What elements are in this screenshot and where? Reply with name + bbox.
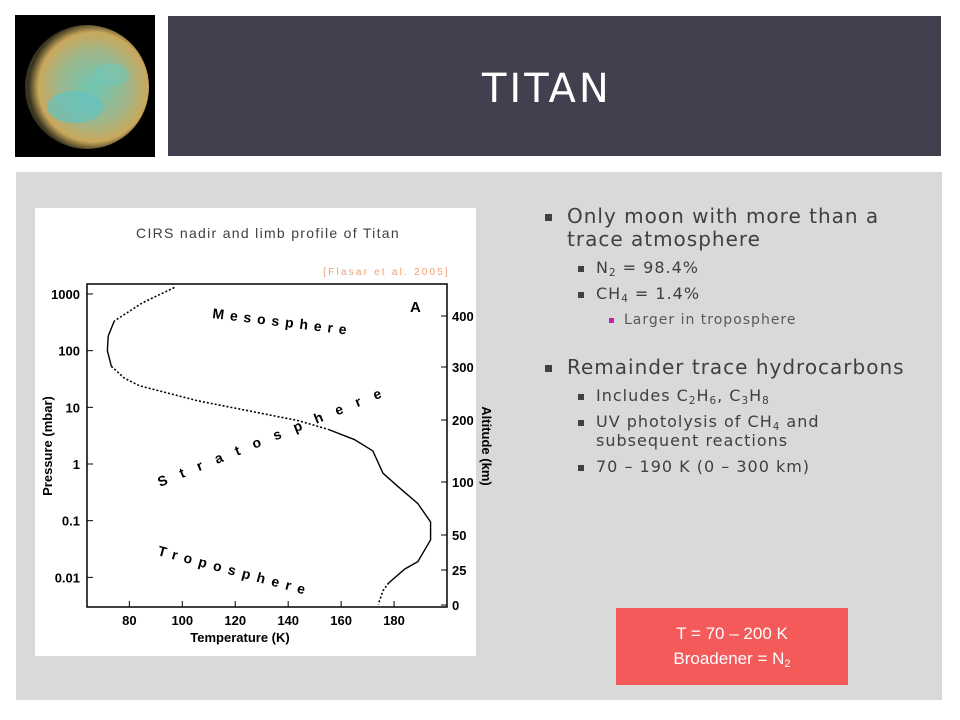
bullet: 70 – 190 K (0 – 300 km) (545, 457, 920, 477)
y2-axis-label: Altitude (km) (479, 406, 494, 485)
text-run: 70 – 190 K (0 – 300 km) (596, 457, 811, 477)
profile-curve (110, 365, 329, 431)
citation: [Flasar et al. 2005] (323, 267, 450, 278)
y2-tick-label: 300 (452, 360, 474, 375)
y2-tick-label: 400 (452, 309, 474, 324)
text-run: H (749, 385, 763, 405)
box-line: T = 70 – 200 K (616, 622, 848, 647)
bullet: Larger in troposphere (545, 312, 920, 328)
bullet-marker (578, 292, 584, 299)
bullet-marker (578, 420, 584, 427)
y-tick-label: 100 (58, 344, 80, 359)
bullet-marker (545, 364, 552, 372)
figure-title: CIRS nadir and limb profile of Titan (136, 225, 400, 241)
y-tick-label: 0.01 (55, 570, 80, 585)
subscript: 2 (784, 657, 791, 670)
profile-curve (377, 582, 390, 605)
text-run: T = 70 – 200 K (676, 623, 788, 643)
y2-tick-label: 0 (452, 598, 459, 613)
text-run: and subsequent reactions (596, 412, 820, 450)
plot-frame (86, 283, 448, 608)
profile-curve (113, 286, 175, 322)
subscript: 6 (709, 394, 718, 407)
panel-label: A (410, 299, 421, 316)
x-tick-label: 100 (171, 613, 193, 628)
bullet: CH4 = 1.4% (545, 284, 920, 306)
bullet-marker (578, 266, 584, 272)
subscript: 2 (608, 267, 617, 279)
profile-curve (106, 320, 115, 367)
bullet-list: Only moon with more than a trace atmosph… (545, 203, 920, 476)
subscript: 4 (772, 421, 781, 434)
subscript: 4 (621, 293, 629, 306)
y-tick-label: 10 (66, 400, 80, 415)
text-run: Larger in troposphere (624, 311, 797, 328)
y2-tick-label: 50 (452, 528, 466, 543)
subscript: 8 (762, 394, 770, 407)
subscript: 2 (688, 394, 697, 407)
title-bar (168, 16, 941, 156)
box-line: Broadener = N2 (616, 647, 848, 672)
profile-curve (327, 428, 432, 584)
titan-image (15, 15, 155, 157)
text-run: Includes C (596, 385, 689, 405)
subscript: 3 (741, 394, 750, 407)
bullet-marker (545, 214, 552, 221)
y-tick-label: 1000 (51, 287, 80, 302)
text-run: , C (717, 385, 742, 405)
slide-title: TITAN (482, 66, 612, 112)
bullet: Remainder trace hydrocarbons (545, 354, 920, 379)
highlight-box: T = 70 – 200 K Broadener = N2 (616, 608, 848, 685)
text-run: = 1.4% (628, 284, 701, 304)
text-run: CH (596, 284, 622, 304)
y2-tick-label: 100 (452, 475, 474, 490)
y-tick-label: 0.1 (62, 514, 80, 529)
text-run: N (596, 258, 609, 277)
bullet: N2 = 98.4% (545, 258, 920, 279)
x-axis-label: Temperature (K) (190, 630, 289, 645)
x-tick-label: 80 (122, 613, 136, 628)
text-run: Remainder trace hydrocarbons (567, 354, 905, 379)
text-run: Only moon with more than a trace atmosph… (567, 204, 880, 251)
text-run: UV photolysis of CH (596, 412, 773, 432)
x-tick-label: 180 (383, 613, 405, 628)
y-tick-label: 1 (73, 457, 80, 472)
text-run: = 98.4% (616, 258, 699, 277)
bullet-marker (609, 317, 614, 323)
bullet-marker (578, 465, 584, 472)
x-tick-label: 140 (277, 613, 299, 628)
y2-tick-label: 25 (452, 563, 466, 578)
y-axis-label: Pressure (mbar) (40, 396, 55, 496)
bullet: UV photolysis of CH4 and subsequent reac… (545, 412, 920, 450)
bullet-marker (578, 393, 584, 400)
figure-background (35, 208, 476, 656)
bullet: Includes C2H6, C3H8 (545, 385, 920, 407)
y2-tick-label: 200 (452, 413, 474, 428)
text-run: H (696, 385, 710, 405)
bullet: Only moon with more than a trace atmosph… (545, 205, 920, 251)
text-run: Broadener = N (673, 648, 785, 668)
x-tick-label: 120 (224, 613, 246, 628)
x-tick-label: 160 (330, 613, 352, 628)
